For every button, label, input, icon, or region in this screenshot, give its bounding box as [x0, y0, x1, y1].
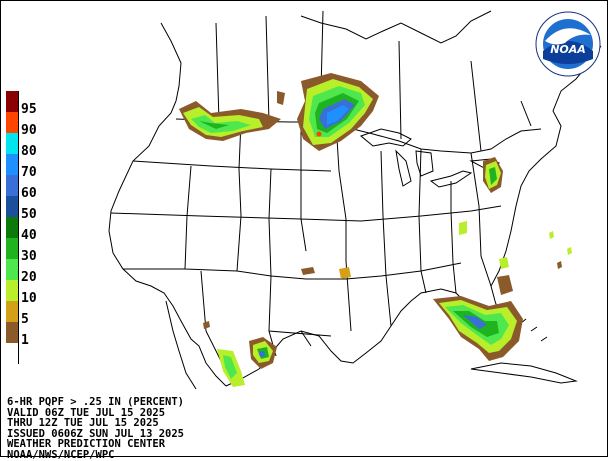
great-lakes	[360, 128, 501, 188]
legend-row: 20	[6, 259, 40, 284]
canada-north-coast	[300, 10, 492, 44]
svg-text:NOAA: NOAA	[550, 43, 586, 56]
legend-label: 10	[21, 291, 37, 306]
legend-label: 95	[21, 102, 37, 117]
legend-row: 80	[6, 133, 40, 158]
agency-line: NOAA/NWS/NCEP/WPC	[7, 448, 115, 461]
legend-swatch	[6, 133, 19, 154]
legend-label: 60	[21, 186, 37, 201]
legend-swatch	[6, 175, 19, 196]
color-legend: 95 90 80 70 60 50 40 30 20 10 5 1	[6, 91, 40, 364]
legend-swatch	[6, 196, 19, 217]
legend-row: 90	[6, 112, 40, 137]
legend-label: 50	[21, 207, 37, 222]
coastline	[108, 22, 602, 390]
state-lines	[110, 120, 502, 337]
cuba	[470, 362, 578, 384]
legend-row: 50	[6, 196, 40, 221]
legend-label: 70	[21, 165, 37, 180]
legend-label: 80	[21, 144, 37, 159]
legend-row: 5	[6, 301, 40, 326]
legend-swatch	[6, 91, 19, 112]
bahamas	[520, 318, 548, 342]
legend-row	[6, 343, 40, 364]
product-info: 6-HR PQPF > .25 IN (PERCENT) VALID 06Z T…	[7, 397, 184, 460]
legend-row: 70	[6, 154, 40, 179]
legend-row: 95	[6, 91, 40, 116]
pqpf-contours	[179, 73, 572, 387]
legend-swatch	[6, 322, 19, 343]
legend-row: 60	[6, 175, 40, 200]
legend-label: 90	[21, 123, 37, 138]
product-line: 6-HR PQPF > .25 IN (PERCENT)	[7, 396, 185, 408]
issued-line: ISSUED 0606Z SUN JUL 13 2025	[7, 427, 185, 440]
legend-swatch	[6, 112, 19, 133]
legend-swatch	[6, 259, 19, 280]
valid-line: VALID 06Z TUE JUL 15 2025	[7, 406, 166, 419]
legend-label: 20	[21, 270, 37, 285]
legend-row: 40	[6, 217, 40, 242]
thru-line: THRU 12Z TUE JUL 15 2025	[7, 417, 159, 429]
legend-label: 1	[21, 333, 29, 348]
legend-label: 30	[21, 249, 37, 264]
legend-swatch	[6, 280, 19, 301]
legend-swatch	[6, 238, 19, 259]
center-line: WEATHER PREDICTION CENTER	[7, 438, 166, 450]
legend-row: 10	[6, 280, 40, 305]
legend-label: 5	[21, 312, 29, 327]
legend-row: 1	[6, 322, 40, 347]
legend-swatch	[6, 154, 19, 175]
legend-swatch	[6, 301, 19, 322]
legend-label: 40	[21, 228, 37, 243]
noaa-logo: NOAA	[535, 11, 601, 77]
legend-swatch	[6, 343, 19, 364]
legend-swatch	[6, 217, 19, 238]
legend-row: 30	[6, 238, 40, 263]
